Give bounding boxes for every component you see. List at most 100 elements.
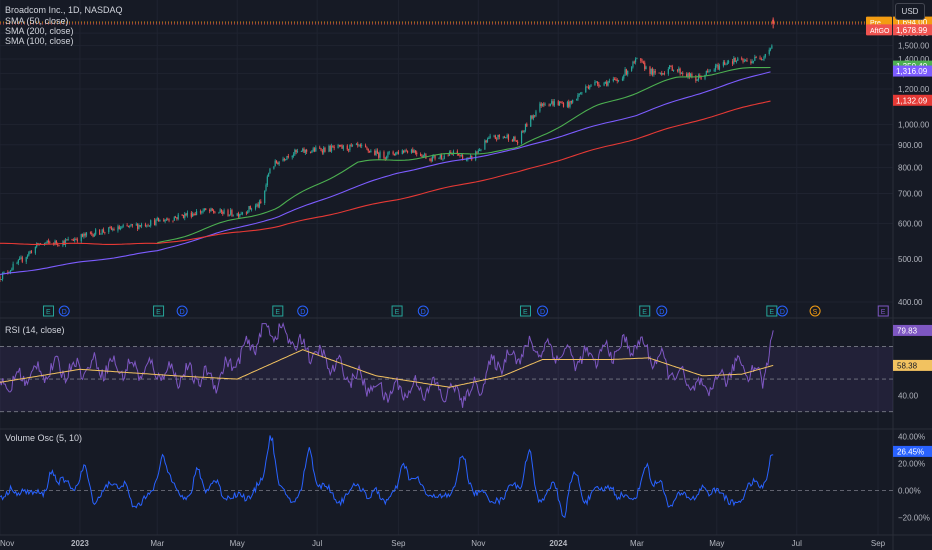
- candle[interactable]: [175, 217, 177, 219]
- candle[interactable]: [579, 93, 582, 95]
- candle[interactable]: [313, 148, 316, 152]
- candle[interactable]: [617, 80, 620, 82]
- candle[interactable]: [726, 62, 728, 64]
- candle[interactable]: [203, 208, 206, 211]
- candle[interactable]: [659, 72, 662, 74]
- candle[interactable]: [121, 226, 123, 229]
- candle[interactable]: [163, 219, 165, 222]
- candle[interactable]: [365, 145, 367, 148]
- candle[interactable]: [624, 69, 626, 76]
- candle[interactable]: [662, 73, 664, 75]
- candle[interactable]: [541, 103, 544, 106]
- candle[interactable]: [384, 157, 386, 159]
- candle[interactable]: [257, 204, 259, 207]
- candle[interactable]: [126, 225, 128, 227]
- candle[interactable]: [172, 220, 174, 222]
- candle[interactable]: [762, 59, 764, 61]
- candle[interactable]: [680, 73, 683, 75]
- candle[interactable]: [438, 157, 440, 159]
- candle[interactable]: [644, 62, 646, 70]
- candle[interactable]: [19, 258, 21, 260]
- candle[interactable]: [251, 208, 253, 210]
- candle[interactable]: [412, 149, 414, 153]
- candle[interactable]: [210, 208, 212, 212]
- candle[interactable]: [517, 141, 519, 144]
- candle[interactable]: [764, 53, 766, 57]
- candle[interactable]: [256, 204, 258, 206]
- candle[interactable]: [477, 150, 479, 153]
- candle[interactable]: [771, 45, 773, 49]
- candle[interactable]: [632, 61, 634, 68]
- candle[interactable]: [705, 71, 707, 75]
- candle[interactable]: [248, 206, 250, 212]
- candle[interactable]: [194, 214, 196, 216]
- earnings-marker[interactable]: [391, 305, 403, 317]
- candle[interactable]: [117, 226, 119, 231]
- candle[interactable]: [350, 144, 352, 146]
- candle[interactable]: [291, 155, 293, 158]
- candle[interactable]: [89, 232, 92, 234]
- candle[interactable]: [718, 65, 721, 70]
- candle[interactable]: [479, 150, 481, 152]
- candle[interactable]: [312, 148, 314, 151]
- candle[interactable]: [283, 158, 285, 160]
- candle[interactable]: [575, 99, 578, 101]
- candle[interactable]: [769, 48, 772, 50]
- candle[interactable]: [366, 147, 368, 149]
- candle[interactable]: [754, 57, 756, 61]
- candle[interactable]: [30, 251, 33, 254]
- candle[interactable]: [539, 103, 541, 112]
- candle[interactable]: [484, 140, 486, 150]
- candle[interactable]: [319, 147, 321, 149]
- candle[interactable]: [201, 211, 203, 213]
- candle[interactable]: [304, 149, 306, 153]
- candle[interactable]: [277, 162, 279, 165]
- candle[interactable]: [214, 212, 216, 214]
- candle[interactable]: [560, 101, 562, 103]
- dividend-marker[interactable]: [417, 305, 429, 317]
- candle[interactable]: [654, 71, 656, 73]
- candle[interactable]: [750, 61, 752, 64]
- candle[interactable]: [596, 81, 599, 85]
- candle[interactable]: [209, 209, 211, 212]
- candle[interactable]: [631, 67, 633, 71]
- candle[interactable]: [615, 79, 617, 80]
- candle[interactable]: [494, 135, 496, 139]
- candle[interactable]: [634, 58, 637, 63]
- candle[interactable]: [66, 239, 68, 241]
- candle[interactable]: [707, 71, 709, 72]
- candle[interactable]: [185, 213, 187, 216]
- candle[interactable]: [475, 151, 477, 160]
- dividend-marker[interactable]: [776, 305, 788, 317]
- candle[interactable]: [608, 80, 610, 82]
- candle[interactable]: [763, 56, 765, 60]
- candle[interactable]: [691, 73, 693, 77]
- candle[interactable]: [672, 69, 675, 71]
- candle[interactable]: [461, 155, 464, 161]
- candle[interactable]: [421, 155, 423, 157]
- candle[interactable]: [264, 190, 266, 204]
- candle[interactable]: [397, 151, 399, 155]
- candle[interactable]: [346, 145, 348, 150]
- candle[interactable]: [506, 134, 508, 138]
- candle[interactable]: [349, 144, 351, 151]
- candle[interactable]: [604, 81, 607, 83]
- candle[interactable]: [156, 218, 158, 220]
- candle[interactable]: [278, 161, 280, 165]
- candle[interactable]: [292, 154, 295, 156]
- candle[interactable]: [17, 259, 19, 263]
- candle[interactable]: [434, 154, 436, 159]
- candle[interactable]: [285, 159, 287, 161]
- candle[interactable]: [112, 229, 114, 230]
- candle[interactable]: [186, 212, 188, 216]
- candle[interactable]: [192, 213, 194, 217]
- candle[interactable]: [98, 229, 101, 235]
- candle[interactable]: [442, 158, 444, 160]
- earnings-marker[interactable]: [272, 305, 284, 317]
- legend-sma200[interactable]: SMA (200, close): [5, 26, 74, 36]
- candle[interactable]: [139, 225, 141, 227]
- candle[interactable]: [241, 212, 244, 214]
- candle[interactable]: [333, 146, 335, 149]
- candle[interactable]: [376, 150, 379, 154]
